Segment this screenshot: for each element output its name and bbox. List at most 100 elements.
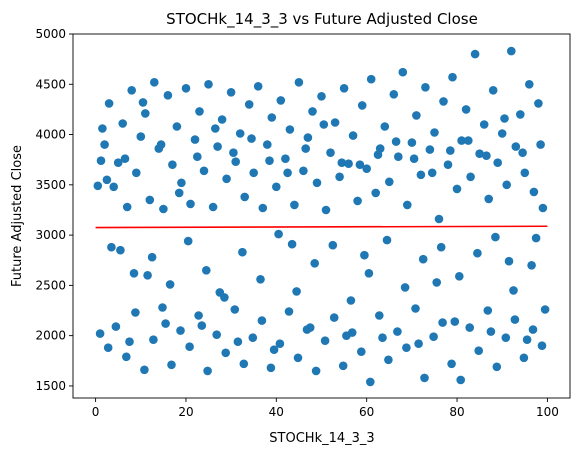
data-point [443,160,453,169]
data-point [230,305,240,314]
data-point [507,46,516,56]
data-point [516,110,525,119]
data-point [520,168,530,178]
data-point [113,158,123,167]
data-point [409,154,419,163]
data-point [497,129,507,138]
data-point [320,336,330,346]
data-point [127,86,136,95]
data-point [190,135,200,144]
y-axis-ticks: 1500 2000 2500 3000 3500 4000 4500 5000 [35,27,73,393]
data-point [355,160,365,169]
data-point [158,303,167,312]
data-point [176,326,185,335]
data-point [373,150,383,159]
data-point [491,232,500,242]
data-point [432,278,442,287]
data-point [414,339,423,349]
data-point [197,321,207,330]
data-point [425,145,435,154]
data-point [293,353,303,363]
chart-title: STOCHk_14_3_3 vs Future Adjusted Close [166,10,478,29]
data-point [267,113,277,122]
data-point [161,319,170,328]
data-point [174,188,184,198]
data-point [403,200,412,210]
data-point [531,233,541,243]
data-point [421,83,430,92]
data-point [111,322,121,331]
data-point [501,333,511,343]
data-point [474,346,484,356]
data-point [244,100,254,109]
x-tick-label: 40 [269,405,284,419]
data-point [492,362,502,372]
data-point [308,107,317,116]
data-point [287,239,297,249]
data-point [217,115,227,124]
data-point [136,132,146,141]
data-point [328,240,338,250]
data-point [456,375,466,385]
data-point [274,229,283,239]
data-point [371,188,381,198]
data-point [208,202,218,212]
data-point [257,316,267,325]
data-point [500,114,509,123]
data-point [483,306,493,315]
data-point [95,329,105,338]
data-point [177,178,186,188]
data-point [290,200,299,210]
data-point [412,111,421,120]
y-tick-label: 3500 [35,178,66,192]
data-point [229,148,238,157]
data-point [204,80,213,89]
data-point [292,287,301,296]
x-tick-label: 20 [178,405,193,419]
data-point [301,144,311,153]
data-point [427,168,437,178]
data-point [393,327,402,336]
data-point [457,136,466,145]
data-point [344,159,353,168]
data-point [429,332,438,342]
data-point [284,307,294,316]
data-point [193,152,202,161]
x-tick-label: 0 [92,405,100,419]
data-point [466,172,475,182]
data-point [448,72,457,82]
data-point [528,325,538,334]
x-tick-label: 80 [449,405,464,419]
data-point [418,254,428,264]
data-point [159,204,168,214]
y-axis-label: Future Adjusted Close [10,145,25,287]
data-point [493,158,503,167]
data-point [385,177,394,187]
data-point [235,129,245,138]
data-point [402,343,411,353]
points-layer [93,46,550,387]
data-point [145,195,155,205]
data-point [272,182,281,192]
data-point [248,333,258,343]
data-point [346,296,356,305]
data-point [156,140,166,149]
data-point [407,138,417,147]
data-point [529,187,539,197]
data-point [339,84,349,93]
y-tick-label: 2500 [35,278,66,292]
data-point [366,74,376,84]
data-point [167,360,176,370]
data-point [256,275,265,284]
data-point [222,174,231,184]
y-tick-label: 4500 [35,77,66,91]
data-point [238,247,247,257]
data-point [475,149,484,158]
y-tick-label: 3000 [35,228,66,242]
data-point [102,175,112,185]
y-tick-label: 4000 [35,128,66,142]
data-point [537,341,547,351]
data-point [165,280,175,289]
data-point [276,96,286,105]
